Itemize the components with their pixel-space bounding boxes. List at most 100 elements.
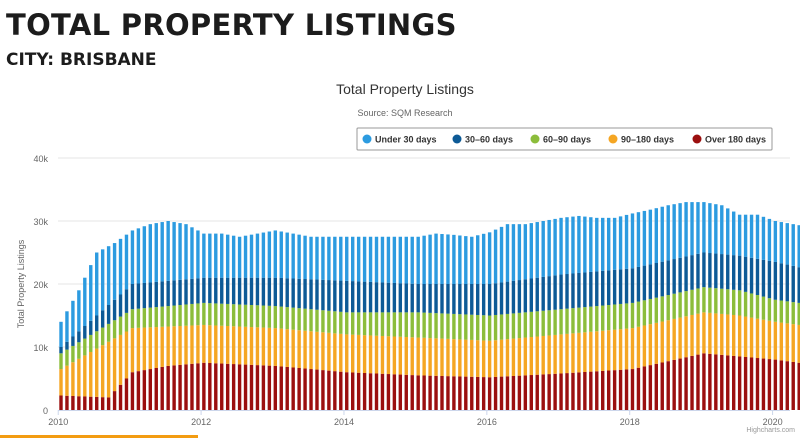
- bar-segment-90-180-days: [196, 325, 200, 364]
- bar-segment-30-60-days: [95, 315, 99, 332]
- bar-segment-over-180-days: [351, 372, 355, 410]
- bar-segment-30-60-days: [196, 278, 200, 304]
- bar-segment-60-90-days: [660, 296, 664, 322]
- bar-segment-60-90-days: [440, 313, 444, 339]
- bar-segment-under-30-days: [630, 213, 635, 269]
- bar-segment-30-60-days: [702, 252, 706, 288]
- bar-segment-30-60-days: [112, 299, 117, 321]
- bar-segment-under-30-days: [190, 227, 194, 279]
- bar-segment-90-180-days: [624, 328, 629, 370]
- bar-segment-under-30-days: [327, 236, 331, 281]
- bar-segment-under-30-days: [321, 236, 325, 280]
- bar-segment-over-180-days: [606, 370, 611, 410]
- bar-segment-under-30-days: [595, 217, 599, 272]
- bar-segment-over-180-days: [487, 377, 492, 410]
- bar-segment-30-60-days: [499, 282, 504, 315]
- legend-marker-30-60-days[interactable]: [452, 134, 462, 144]
- bar-segment-60-90-days: [106, 323, 111, 342]
- bar-segment-90-180-days: [321, 332, 325, 371]
- bar-segment-under-30-days: [351, 236, 355, 282]
- bar-segment-30-60-days: [136, 283, 141, 309]
- bar-segment-60-90-days: [684, 291, 688, 317]
- bar-segment-90-180-days: [285, 329, 289, 367]
- bar-segment-over-180-days: [154, 368, 158, 410]
- x-tick-label: 2018: [620, 417, 640, 427]
- bar-segment-90-180-days: [77, 358, 81, 397]
- bar-segment-under-30-days: [380, 236, 385, 283]
- bar-segment-60-90-days: [612, 304, 617, 330]
- bar-segment-30-60-days: [249, 277, 254, 305]
- legend-marker-90-180-days[interactable]: [608, 134, 618, 144]
- bar-segment-60-90-days: [190, 303, 194, 326]
- bar-segment-under-30-days: [404, 236, 408, 284]
- bar-segment-over-180-days: [220, 363, 224, 410]
- bar-segment-60-90-days: [797, 302, 800, 325]
- bar-segment-60-90-days: [505, 313, 510, 340]
- legend-marker-over-180-days[interactable]: [692, 134, 702, 144]
- bar-segment-over-180-days: [666, 361, 670, 410]
- bar-segment-under-30-days: [148, 224, 152, 283]
- bar-segment-90-180-days: [541, 335, 545, 375]
- bar-segment-under-30-days: [362, 236, 367, 282]
- bar-segment-90-180-days: [797, 324, 800, 363]
- bar-segment-over-180-days: [648, 365, 653, 410]
- bar-segment-over-180-days: [589, 371, 593, 410]
- bar-segment-30-60-days: [267, 277, 272, 306]
- bar-segment-90-180-days: [648, 324, 653, 366]
- bar-segment-30-60-days: [476, 284, 480, 315]
- bar-segment-30-60-days: [160, 281, 164, 307]
- bar-segment-over-180-days: [237, 364, 242, 410]
- bar-segment-30-60-days: [303, 279, 307, 309]
- bar-segment-90-180-days: [231, 326, 236, 365]
- bar-segment-over-180-days: [386, 374, 391, 410]
- bar-segment-over-180-days: [208, 363, 212, 410]
- bar-segment-30-60-days: [273, 277, 278, 307]
- bar-segment-30-60-days: [237, 277, 242, 305]
- bar-segment-60-90-days: [601, 305, 605, 331]
- bar-segment-60-90-days: [100, 327, 105, 346]
- bar-segment-60-90-days: [392, 312, 397, 337]
- bar-segment-90-180-days: [481, 340, 486, 378]
- bar-segment-60-90-days: [654, 297, 658, 323]
- bar-segment-over-180-days: [511, 375, 516, 410]
- bar-segment-30-60-days: [291, 278, 295, 308]
- legend-marker-60-90-days[interactable]: [530, 134, 540, 144]
- bar-segment-under-30-days: [535, 222, 539, 278]
- bar-segment-90-180-days: [547, 335, 551, 375]
- bar-segment-under-30-days: [309, 236, 313, 280]
- y-axis-title: Total Property Listings: [16, 239, 26, 328]
- bar-segment-90-180-days: [577, 332, 581, 373]
- bar-segment-under-30-days: [237, 236, 242, 278]
- bar-segment-under-30-days: [726, 208, 730, 255]
- bar-segment-90-180-days: [380, 335, 385, 374]
- bar-segment-over-180-days: [112, 391, 117, 410]
- bar-segment-under-30-days: [83, 277, 87, 326]
- bar-segment-60-90-days: [767, 298, 772, 321]
- bar-segment-under-30-days: [672, 204, 676, 260]
- bar-segment-under-30-days: [166, 221, 170, 281]
- bar-segment-30-60-days: [368, 281, 373, 313]
- x-tick-label: 2016: [477, 417, 497, 427]
- legend-label-90-180-days: 90–180 days: [621, 135, 674, 145]
- bar-segment-over-180-days: [440, 375, 444, 410]
- bar-segment-60-90-days: [785, 301, 789, 324]
- bar-segment-30-60-days: [428, 284, 432, 313]
- bar-segment-under-30-days: [481, 233, 486, 284]
- y-tick-label: 40k: [33, 154, 48, 164]
- bar-segment-under-30-days: [95, 252, 99, 316]
- bar-segment-under-30-days: [559, 217, 563, 275]
- bar-segment-60-90-days: [708, 287, 712, 313]
- bar-segment-60-90-days: [422, 312, 426, 338]
- bar-segment-90-180-days: [333, 333, 337, 372]
- legend-marker-under-30-days[interactable]: [362, 134, 372, 144]
- bar-segment-over-180-days: [327, 370, 331, 411]
- bar-segment-over-180-days: [267, 365, 272, 410]
- bar-segment-60-90-days: [196, 303, 200, 326]
- bar-segment-over-180-days: [315, 369, 319, 410]
- bar-segment-60-90-days: [499, 314, 504, 340]
- bar-segment-30-60-days: [624, 268, 629, 304]
- legend-label-under-30-days: Under 30 days: [375, 135, 437, 145]
- bar-segment-over-180-days: [362, 372, 367, 410]
- bar-segment-30-60-days: [261, 277, 266, 306]
- bar-segment-90-180-days: [148, 327, 152, 370]
